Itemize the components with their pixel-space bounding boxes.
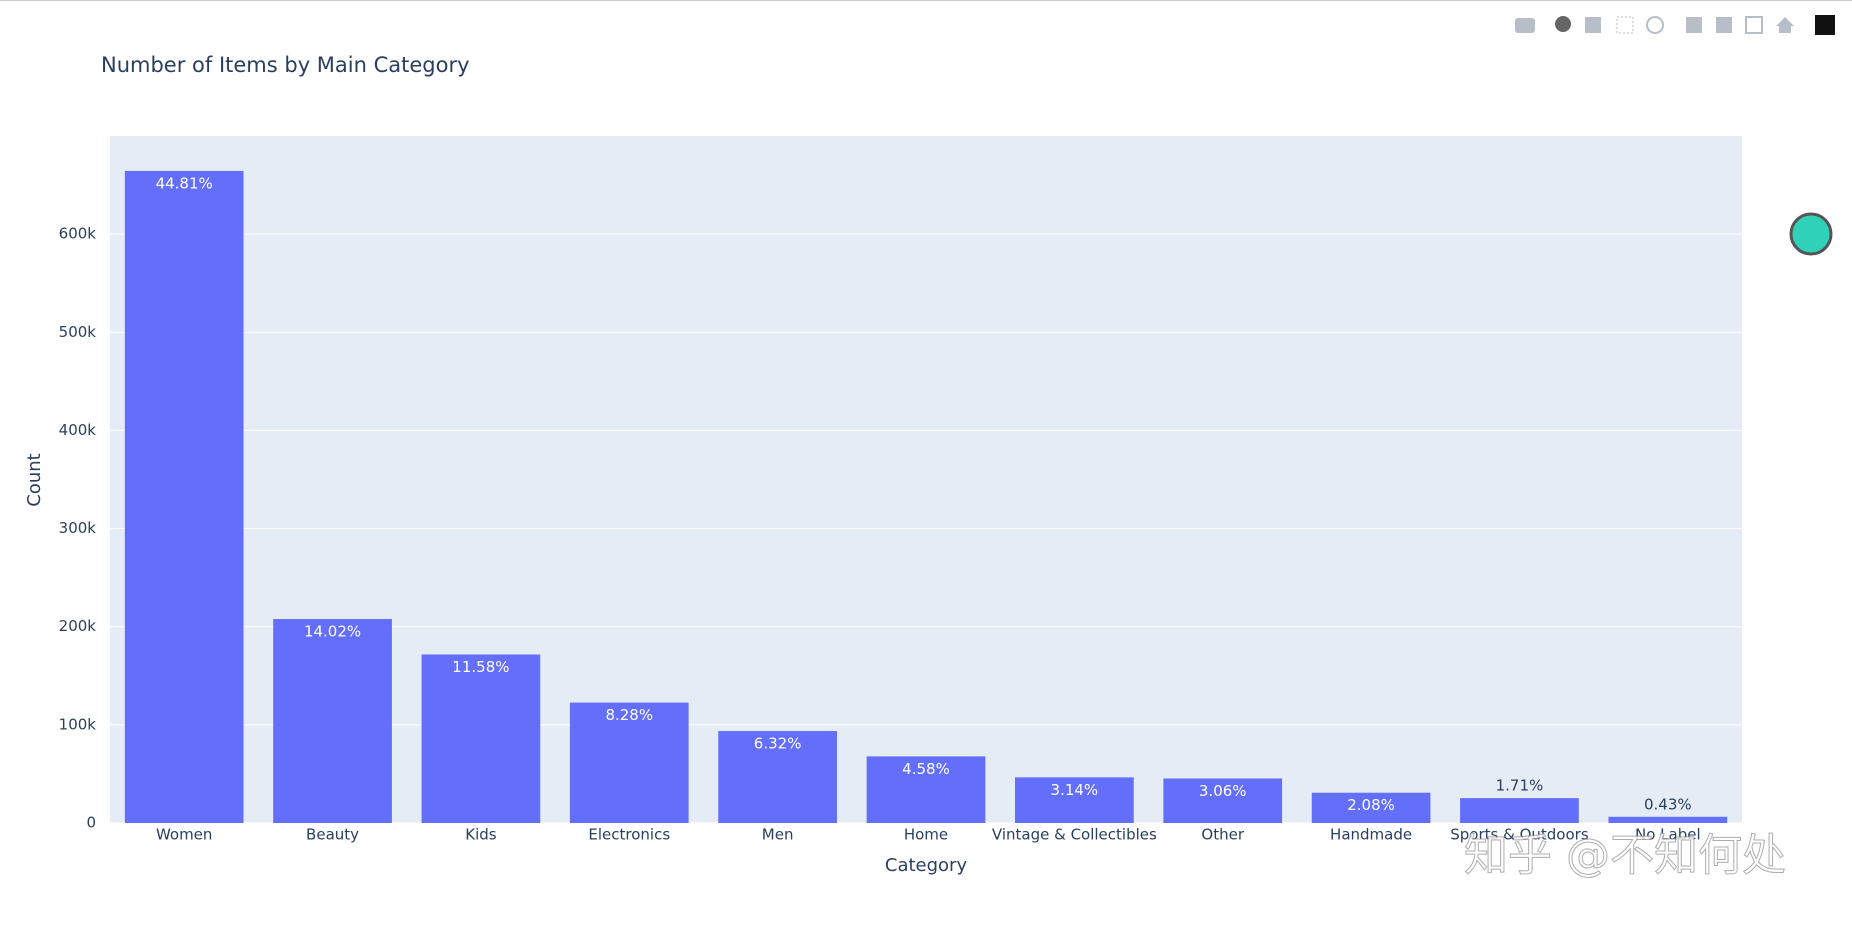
avatar-icon — [1789, 212, 1833, 256]
value-label: 6.32% — [754, 735, 802, 753]
y-tick-label: 200k — [59, 617, 97, 635]
bar — [1608, 816, 1728, 823]
y-axis-title: Count — [24, 453, 45, 506]
select-icon[interactable] — [1616, 16, 1634, 34]
y-tick-label: 100k — [59, 715, 97, 733]
value-label: 0.43% — [1644, 795, 1692, 813]
value-label: 2.08% — [1347, 796, 1395, 814]
bar — [866, 756, 986, 823]
bar — [569, 702, 689, 823]
zoom-in-icon[interactable] — [1686, 17, 1702, 33]
zoom-icon[interactable] — [1555, 16, 1571, 32]
y-tick-label: 300k — [59, 519, 97, 537]
x-tick-label: Home — [904, 826, 948, 844]
lasso-icon[interactable] — [1646, 16, 1664, 34]
bar — [273, 619, 392, 823]
x-tick-label: Other — [1201, 826, 1244, 844]
x-tick-label: Handmade — [1330, 826, 1412, 844]
pan-icon[interactable] — [1585, 17, 1601, 33]
side-avatar — [1789, 212, 1833, 256]
bar — [718, 731, 837, 823]
x-tick-label: Kids — [465, 826, 497, 844]
value-label: 3.14% — [1051, 781, 1099, 799]
reset-icon[interactable] — [1776, 17, 1794, 33]
modebar[interactable] — [1515, 15, 1835, 35]
value-label: 11.58% — [452, 658, 509, 676]
value-label: 14.02% — [304, 623, 361, 641]
chart-title: Number of Items by Main Category — [101, 53, 470, 77]
autoscale-icon[interactable] — [1745, 16, 1763, 34]
bar — [1460, 798, 1579, 823]
x-tick-label: Men — [762, 826, 794, 844]
x-tick-label: Sports & Outdoors — [1450, 826, 1589, 844]
x-tick-label: Women — [156, 826, 212, 844]
y-tick-label: 600k — [59, 225, 97, 243]
watermark: 知乎 @不知何处 — [1464, 830, 1786, 881]
bar — [1015, 777, 1134, 823]
value-label: 1.71% — [1496, 777, 1544, 795]
camera-icon[interactable] — [1515, 18, 1535, 33]
value-label: 44.81% — [156, 174, 213, 192]
x-tick-label: No Label — [1635, 826, 1701, 844]
bar — [124, 170, 244, 823]
value-label: 3.06% — [1199, 782, 1247, 800]
zoom-out-icon[interactable] — [1716, 17, 1732, 33]
bar — [421, 654, 541, 823]
x-tick-label: Beauty — [306, 826, 359, 844]
x-axis-title: Category — [885, 855, 968, 876]
value-label: 4.58% — [902, 760, 950, 778]
y-tick-label: 500k — [59, 323, 97, 341]
x-tick-label: Electronics — [588, 826, 670, 844]
value-label: 8.28% — [605, 706, 653, 724]
plotly-logo[interactable] — [1815, 15, 1835, 35]
bar — [1163, 778, 1283, 823]
y-tick-label: 400k — [59, 421, 97, 439]
y-tick-label: 0 — [86, 814, 96, 832]
x-tick-label: Vintage & Collectibles — [992, 826, 1157, 844]
bar — [1311, 792, 1431, 823]
